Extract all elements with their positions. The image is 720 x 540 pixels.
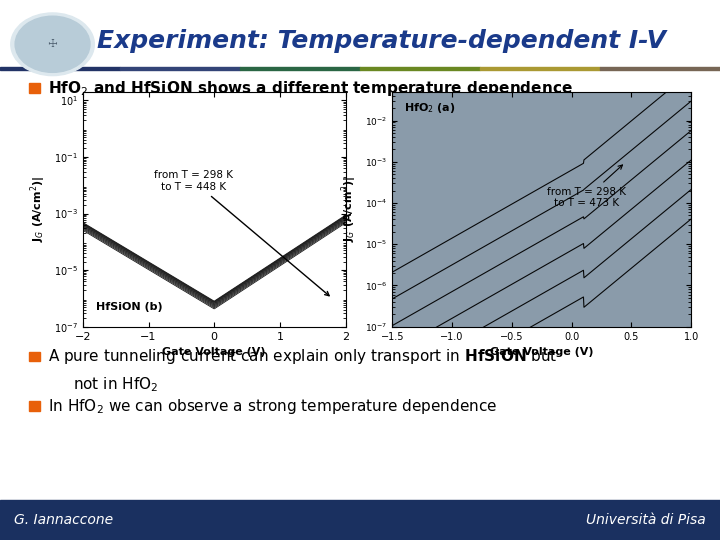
FancyBboxPatch shape xyxy=(360,67,480,70)
Text: Università di Pisa: Università di Pisa xyxy=(586,513,706,527)
Text: HfO$_2$ and HfSiON shows a different temperature dependence: HfO$_2$ and HfSiON shows a different tem… xyxy=(48,78,572,98)
Circle shape xyxy=(11,13,94,76)
FancyBboxPatch shape xyxy=(120,67,240,70)
Text: not in HfO$_2$: not in HfO$_2$ xyxy=(73,375,158,394)
X-axis label: Gate Voltage (V): Gate Voltage (V) xyxy=(163,347,266,357)
Text: HfO$_2$ (a): HfO$_2$ (a) xyxy=(405,100,456,114)
FancyBboxPatch shape xyxy=(0,67,120,70)
Bar xyxy=(29,83,40,93)
Bar xyxy=(0,500,720,540)
Text: HfSiON (b): HfSiON (b) xyxy=(96,302,163,312)
FancyBboxPatch shape xyxy=(480,67,600,70)
Text: G. Iannaccone: G. Iannaccone xyxy=(14,513,114,527)
Bar xyxy=(29,401,40,411)
Text: A pure tunneling current can explain only transport in $\bf{HfSiON}$ but: A pure tunneling current can explain onl… xyxy=(48,347,557,366)
Text: from T = 298 K
to T = 448 K: from T = 298 K to T = 448 K xyxy=(153,170,329,296)
Bar xyxy=(29,352,40,361)
Text: In HfO$_2$ we can observe a strong temperature dependence: In HfO$_2$ we can observe a strong tempe… xyxy=(48,396,497,416)
FancyBboxPatch shape xyxy=(600,67,720,70)
Circle shape xyxy=(15,16,90,72)
Text: ☩: ☩ xyxy=(48,39,58,49)
Text: Experiment: Temperature-dependent I-V: Experiment: Temperature-dependent I-V xyxy=(97,29,666,53)
FancyBboxPatch shape xyxy=(240,67,360,70)
X-axis label: Gate Voltage (V): Gate Voltage (V) xyxy=(490,347,593,357)
Y-axis label: J$_G$ (A/cm$^2$)|: J$_G$ (A/cm$^2$)| xyxy=(29,176,48,242)
Y-axis label: J$_G$ (A/cm$^2$)|: J$_G$ (A/cm$^2$)| xyxy=(340,176,359,242)
Text: from T = 298 K
to T = 473 K: from T = 298 K to T = 473 K xyxy=(547,165,626,208)
